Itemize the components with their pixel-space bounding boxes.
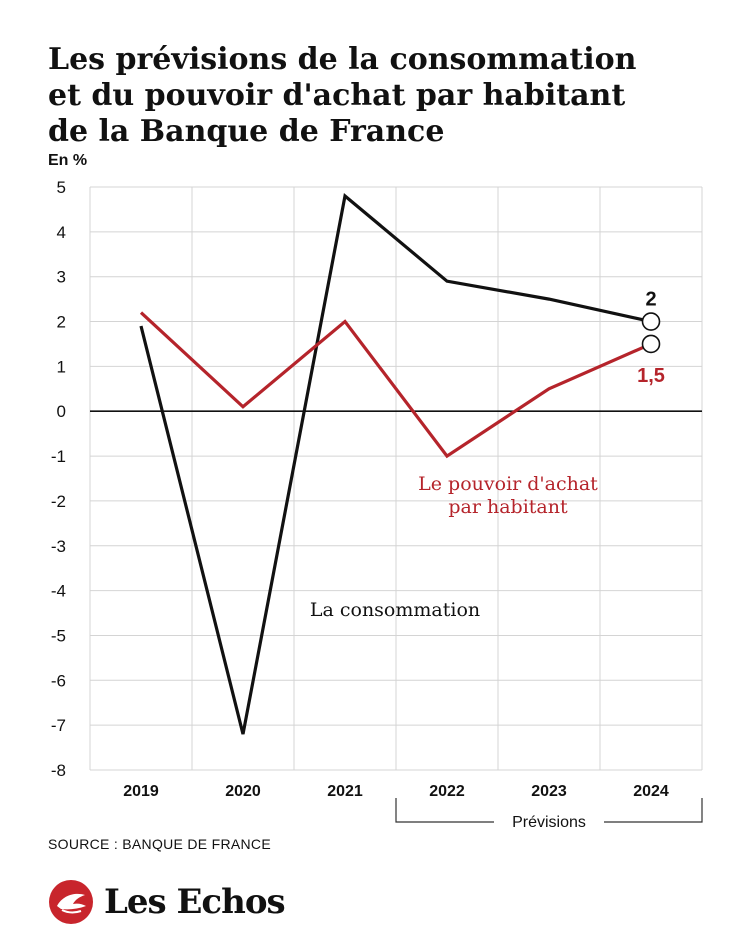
series-end-marker-pouvoir [641, 334, 661, 354]
forecast-bracket: Prévisions [395, 798, 703, 830]
y-tick-label: -6 [51, 671, 66, 690]
x-tick-label: 2019 [123, 783, 159, 800]
x-tick-label: 2022 [429, 783, 465, 800]
series-label-consommation: La consommation [310, 599, 480, 621]
title-line-3: de la Banque de France [48, 114, 445, 149]
forecast-bracket-line [395, 798, 703, 823]
y-tick-label: 5 [57, 178, 66, 197]
source-note: SOURCE : BANQUE DE FRANCE [48, 836, 271, 852]
y-tick-label: 4 [57, 223, 66, 242]
x-tick-label: 2023 [531, 783, 567, 800]
x-tick-label: 2021 [327, 783, 363, 800]
brand-name: Les Echos [104, 882, 286, 922]
y-tick-label: 3 [57, 268, 66, 287]
vertical-grid [89, 187, 703, 770]
y-tick-label: -7 [51, 716, 66, 735]
y-tick-label: -4 [51, 582, 66, 601]
series-line-pouvoir [139, 311, 652, 459]
title-line-2: et du pouvoir d'achat par habitant [48, 78, 626, 113]
x-tick-label: 2020 [225, 783, 261, 800]
x-axis-ticks: 2019 2020 2021 2022 2023 2024 [123, 783, 669, 800]
series-end-label-pouvoir: 1,5 [637, 365, 665, 387]
y-tick-label: -1 [51, 447, 66, 466]
y-tick-label: -8 [51, 761, 66, 780]
y-tick-label: 0 [57, 402, 66, 421]
series-layer: 21,5 [139, 192, 665, 735]
series-label-pouvoir-line-2: par habitant [448, 496, 568, 518]
y-tick-label: -2 [51, 492, 66, 511]
unit-label: En % [48, 152, 88, 169]
les-echos-bird-logo-icon [49, 880, 93, 924]
y-axis-ticks: 5 4 3 2 1 0 -1 -2 -3 -4 -5 -6 -7 -8 [51, 178, 66, 780]
brand: Les Echos [48, 876, 286, 928]
series-end-label-consommation: 2 [645, 289, 656, 311]
series-label-pouvoir-line-1: Le pouvoir d'achat [418, 473, 598, 495]
y-tick-label: 1 [57, 357, 66, 376]
forecast-label: Prévisions [512, 814, 586, 830]
y-tick-label: -3 [51, 537, 66, 556]
series-end-marker-consommation [641, 312, 661, 331]
y-tick-label: 2 [57, 313, 66, 332]
chart-title: Les prévisions de la consommation et du … [48, 42, 728, 150]
title-line-1: Les prévisions de la consommation [48, 42, 637, 77]
y-tick-label: -5 [51, 626, 66, 645]
series-line-consommation [139, 192, 652, 735]
x-tick-label: 2024 [633, 783, 669, 800]
